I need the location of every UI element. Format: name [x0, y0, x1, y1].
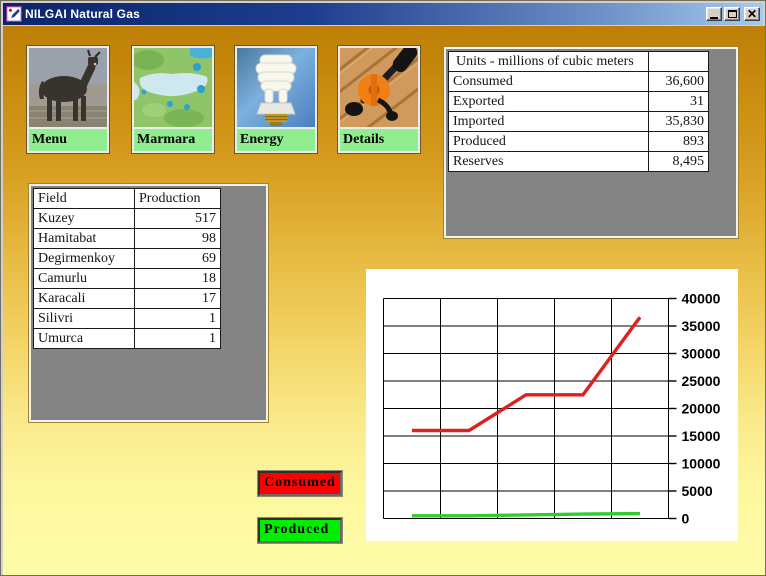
legend-produced-button[interactable]: Produced	[258, 518, 342, 543]
row-value-cell: 893	[648, 131, 709, 152]
row-label-cell: Imported	[448, 111, 649, 132]
summary-table-header: Units - millions of cubic meters	[448, 51, 649, 72]
nilgai-photo-icon	[29, 48, 107, 127]
row-value-cell: 517	[134, 208, 221, 229]
window-controls: ✕	[706, 7, 760, 21]
table-row: Imported 35,830	[448, 111, 709, 132]
chart-panel: 0 5000 10000 15000 20000 25000 30000 35000 40000	[366, 269, 738, 541]
row-label-cell: Consumed	[448, 71, 649, 92]
row-value-cell: 17	[134, 288, 221, 309]
nav-button-marmara-label: Marmara	[134, 127, 212, 151]
production-column-header: Production	[134, 188, 221, 209]
maximize-icon	[727, 10, 737, 18]
field-panel: Field Production Kuzey 517 Hamitabat 98 Degi…	[29, 184, 268, 422]
row-label-cell: Kuzey	[33, 208, 135, 229]
marmara-map-icon	[134, 48, 212, 127]
svg-text:40000: 40000	[682, 291, 721, 307]
row-value-cell: 69	[134, 248, 221, 269]
row-label-cell: Produced	[448, 131, 649, 152]
row-label-cell: Degirmenkoy	[33, 248, 135, 269]
client-area: Menu Marmara	[3, 26, 765, 575]
nav-button-energy-label: Energy	[237, 127, 315, 151]
maximize-button[interactable]	[724, 7, 740, 21]
summary-table-body: Consumed 36,600 Exported 31 Imported 35,830 Pr…	[448, 71, 709, 172]
nav-button-menu-label: Menu	[29, 127, 107, 151]
svg-text:10000: 10000	[682, 456, 721, 472]
legend-consumed-label: Consumed	[264, 475, 336, 490]
field-table-body: Kuzey 517 Hamitabat 98 Degirmenkoy 69 Camurlu 1…	[33, 208, 221, 349]
field-column-header: Field	[33, 188, 135, 209]
table-row: Reserves 8,495	[448, 151, 709, 172]
nav-button-details[interactable]: Details	[338, 46, 420, 153]
nav-button-details-label: Details	[340, 127, 418, 151]
close-icon: ✕	[746, 7, 758, 21]
hand-drill-icon	[340, 48, 418, 127]
svg-text:20000: 20000	[682, 401, 721, 417]
row-value-cell: 1	[134, 308, 221, 329]
row-value-cell: 98	[134, 228, 221, 249]
row-label-cell: Umurca	[33, 328, 135, 349]
table-row: Karacali 17	[33, 288, 221, 309]
table-row: Consumed 36,600	[448, 71, 709, 92]
svg-text:0: 0	[682, 511, 690, 527]
row-value-cell: 8,495	[648, 151, 709, 172]
row-label-cell: Silivri	[33, 308, 135, 329]
field-header-row: Field Production	[33, 188, 221, 209]
summary-header-empty	[648, 51, 709, 72]
summary-panel: Units - millions of cubic meters Consume…	[444, 47, 738, 238]
svg-text:15000: 15000	[682, 428, 721, 444]
table-row: Silivri 1	[33, 308, 221, 329]
nav-button-energy[interactable]: Energy	[235, 46, 317, 153]
table-row: Degirmenkoy 69	[33, 248, 221, 269]
nav-button-menu[interactable]: Menu	[27, 46, 109, 153]
table-row: Exported 31	[448, 91, 709, 112]
summary-header-row: Units - millions of cubic meters	[448, 51, 709, 72]
table-row: Kuzey 517	[33, 208, 221, 229]
row-label-cell: Reserves	[448, 151, 649, 172]
table-row: Produced 893	[448, 131, 709, 152]
window-title: NILGAI Natural Gas	[25, 7, 140, 21]
minimize-button[interactable]	[706, 7, 722, 21]
row-value-cell: 1	[134, 328, 221, 349]
row-value-cell: 31	[648, 91, 709, 112]
svg-text:30000: 30000	[682, 346, 721, 362]
cfl-bulb-icon	[237, 48, 315, 127]
table-row: Camurlu 18	[33, 268, 221, 289]
row-label-cell: Hamitabat	[33, 228, 135, 249]
field-table: Field Production Kuzey 517 Hamitabat 98 Degi…	[33, 188, 221, 349]
summary-table: Units - millions of cubic meters Consume…	[448, 51, 709, 172]
legend-produced-label: Produced	[264, 522, 330, 537]
svg-text:5000: 5000	[682, 483, 713, 499]
table-row: Umurca 1	[33, 328, 221, 349]
app-icon[interactable]	[6, 6, 22, 22]
table-row: Hamitabat 98	[33, 228, 221, 249]
row-value-cell: 36,600	[648, 71, 709, 92]
minimize-icon	[710, 16, 718, 19]
gas-chart: 0 5000 10000 15000 20000 25000 30000 35000 40000	[383, 291, 721, 527]
close-button[interactable]: ✕	[744, 7, 760, 21]
svg-text:35000: 35000	[682, 318, 721, 334]
row-label-cell: Camurlu	[33, 268, 135, 289]
nav-button-marmara[interactable]: Marmara	[132, 46, 214, 153]
titlebar[interactable]: NILGAI Natural Gas ✕	[3, 3, 763, 25]
svg-text:25000: 25000	[682, 373, 721, 389]
row-label-cell: Karacali	[33, 288, 135, 309]
row-value-cell: 18	[134, 268, 221, 289]
row-value-cell: 35,830	[648, 111, 709, 132]
row-label-cell: Exported	[448, 91, 649, 112]
legend-consumed-button[interactable]: Consumed	[258, 471, 342, 496]
